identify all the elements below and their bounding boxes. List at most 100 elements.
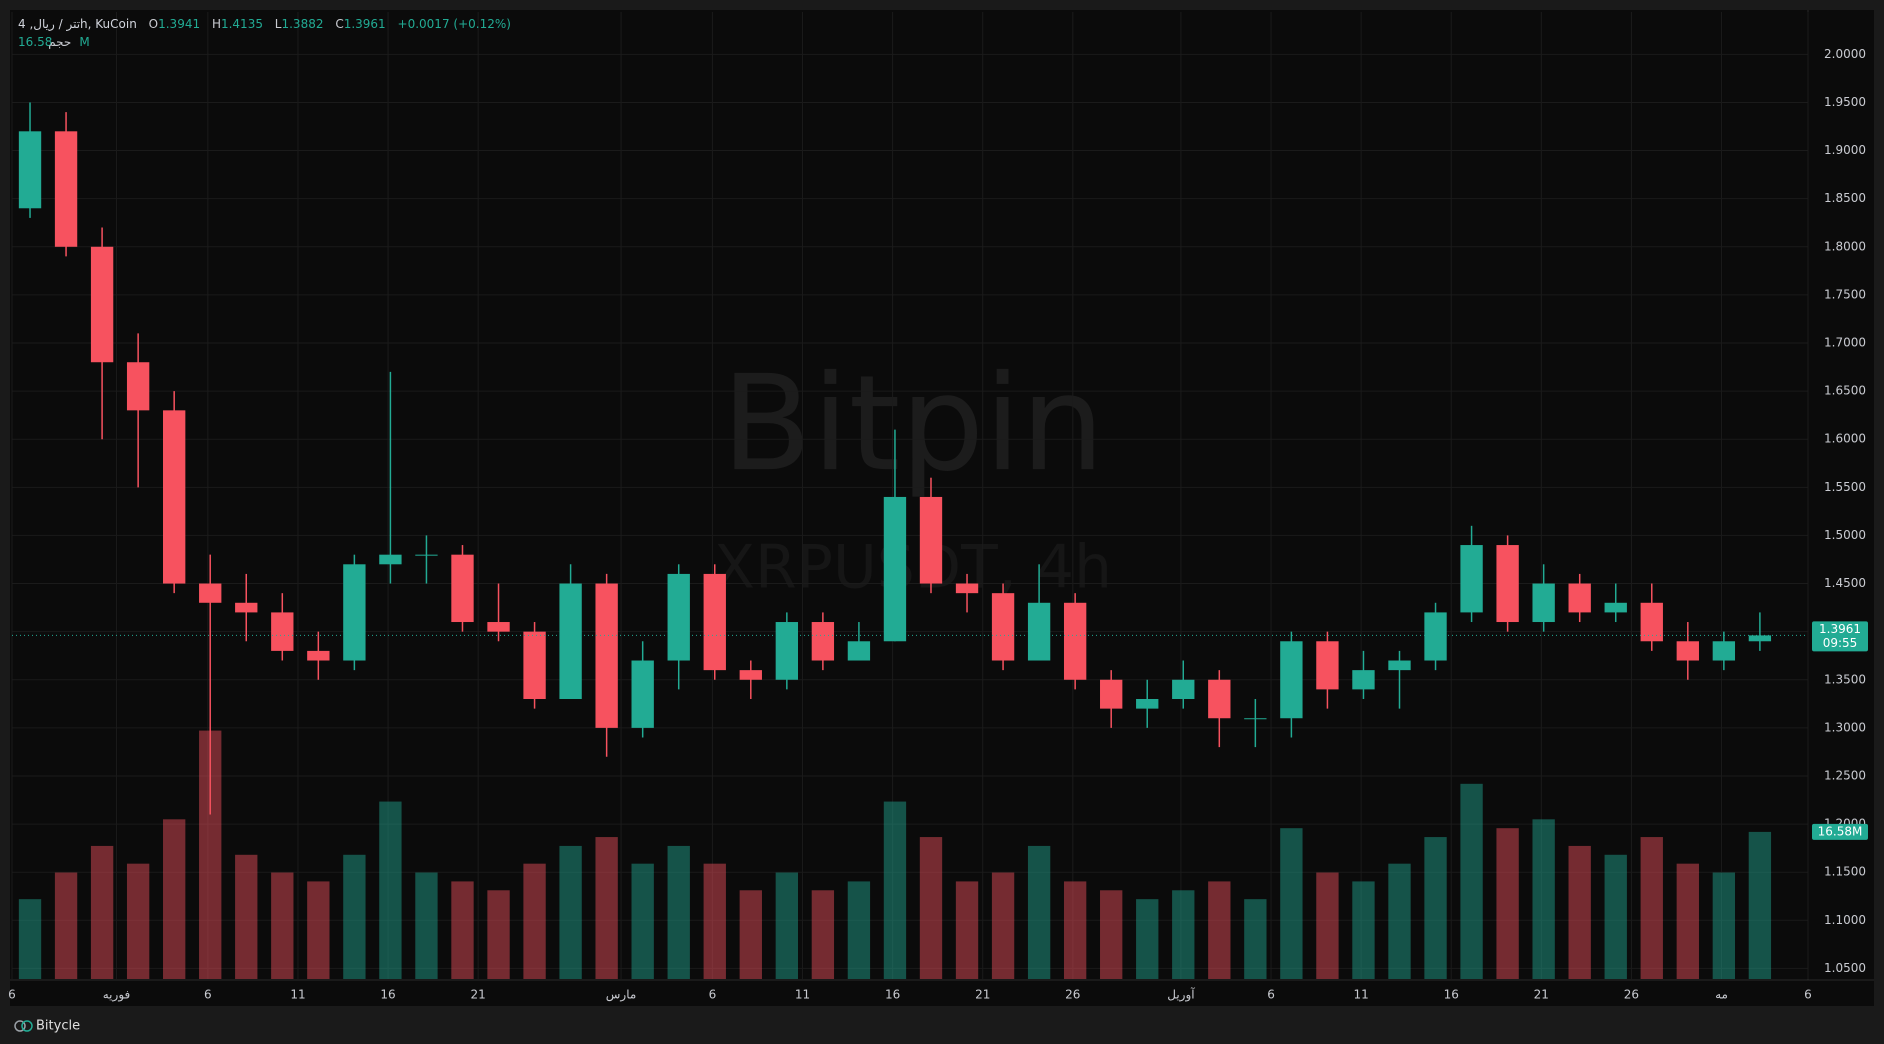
volume-bar (1280, 828, 1303, 979)
volume-bar (919, 837, 943, 979)
volume-bar (199, 730, 222, 979)
y-tick-label: 1.8000 (1824, 239, 1866, 253)
volume-bar (1063, 881, 1087, 979)
volume-bar (343, 854, 366, 979)
volume-bar (126, 863, 150, 979)
x-tick-label: 21 (975, 988, 990, 1002)
candle-body (1172, 679, 1195, 700)
x-tick-label: 11 (290, 988, 305, 1002)
volume-bar (379, 801, 402, 979)
candle-body (667, 573, 690, 661)
candle-body (1460, 545, 1483, 613)
footer-brand[interactable]: Bitycle (36, 1019, 80, 1034)
y-tick-label: 1.9500 (1824, 95, 1866, 109)
candle-body (1424, 612, 1447, 661)
volume-bar (631, 863, 654, 979)
candle-body (1532, 583, 1555, 623)
y-tick-label: 1.1000 (1824, 913, 1866, 927)
last-price-box (1812, 621, 1868, 652)
volume-bar (1640, 837, 1663, 979)
volume-bar (1424, 837, 1447, 979)
volume-bar (18, 899, 42, 979)
candle-body (1352, 670, 1375, 690)
volume-bar (235, 854, 258, 979)
volume-bar (1460, 783, 1483, 979)
y-tick-label: 1.3000 (1824, 720, 1866, 734)
x-tick-label: 11 (795, 988, 810, 1002)
x-tick-label: 21 (471, 988, 486, 1002)
watermark: Bitpin (721, 347, 1104, 501)
candle-body (163, 410, 186, 584)
volume-bar (1568, 845, 1591, 979)
candle-body (883, 496, 907, 642)
volume-bar (1136, 899, 1159, 979)
x-tick-label: 6 (1267, 988, 1275, 1002)
volume-bar (1172, 890, 1195, 979)
candle-body (343, 564, 366, 661)
candle-body (991, 593, 1015, 661)
candle-body (1027, 602, 1051, 661)
last-price-label: 1.3961 (1819, 622, 1861, 636)
y-tick-label: 1.6500 (1824, 384, 1866, 398)
volume-bar (883, 801, 907, 979)
volume-bar (54, 872, 78, 979)
candle-body (739, 670, 762, 680)
volume-bar (667, 845, 690, 979)
ohlc-value: 1.3961 (344, 17, 386, 31)
x-tick-label: 26 (1624, 988, 1639, 1002)
symbol[interactable]: تتر / ریال, 4h, KuCoin (18, 17, 137, 32)
candle-body (451, 554, 474, 623)
y-tick-label: 1.5000 (1824, 528, 1866, 542)
logo-icon (21, 1020, 33, 1032)
volume-bar (739, 890, 762, 979)
candle-body (415, 554, 438, 556)
ohlc-key: O (149, 17, 158, 31)
candle-body (1316, 641, 1339, 690)
volume-label-box (1812, 823, 1868, 840)
volume-label: 16.58M (1818, 824, 1863, 838)
x-tick-label: 6 (709, 988, 717, 1002)
volume-bar (1712, 872, 1736, 979)
y-tick-label: 1.6000 (1824, 432, 1866, 446)
y-tick-label: 1.9000 (1824, 143, 1866, 157)
candle-body (811, 622, 835, 661)
y-tick-label: 1.0500 (1824, 961, 1866, 975)
volume-bar (1676, 863, 1699, 979)
candle-body (1244, 718, 1267, 720)
candle-body (631, 660, 654, 728)
candle-body (1676, 641, 1699, 661)
ohlc-value: 1.3941 (158, 17, 200, 31)
x-tick-label: فوریه (103, 988, 131, 1003)
candle-body (199, 583, 222, 603)
volume-bar (271, 872, 294, 979)
volume-bar (1748, 831, 1772, 979)
volume-bar (1496, 828, 1519, 979)
ohlc-key: C (335, 17, 343, 31)
volume-header: حجم 16.58M (18, 35, 90, 49)
candle-body (595, 583, 618, 728)
ohlc-key: H (212, 17, 221, 31)
volume-bar (307, 881, 330, 979)
footer: Bitycle (14, 1019, 80, 1034)
candle-body (54, 131, 78, 247)
volume-bar (487, 890, 510, 979)
volume-bar (775, 872, 799, 979)
volume-bar (451, 881, 474, 979)
candle-body (775, 622, 799, 680)
volume-bar (415, 872, 438, 979)
volume-bar (90, 845, 114, 979)
x-tick-label: 21 (1534, 988, 1549, 1002)
volume-bar (1316, 872, 1339, 979)
candle-body (559, 583, 582, 700)
candle-body (1712, 641, 1736, 661)
candle-body (523, 631, 546, 700)
change: +0.0017 (+0.12%) (398, 17, 511, 31)
watermark-symbol: XRPUSDT, 4h (714, 533, 1112, 603)
x-tick-label: 16 (380, 988, 395, 1002)
ohlc-value: 1.4135 (221, 17, 263, 31)
volume-bar (1027, 845, 1051, 979)
legend-header: تتر / ریال, 4h, KuCoin O1.3941 H1.4135 L… (18, 17, 511, 32)
ohlc-value: 1.3882 (281, 17, 323, 31)
volume-bar (847, 881, 871, 979)
